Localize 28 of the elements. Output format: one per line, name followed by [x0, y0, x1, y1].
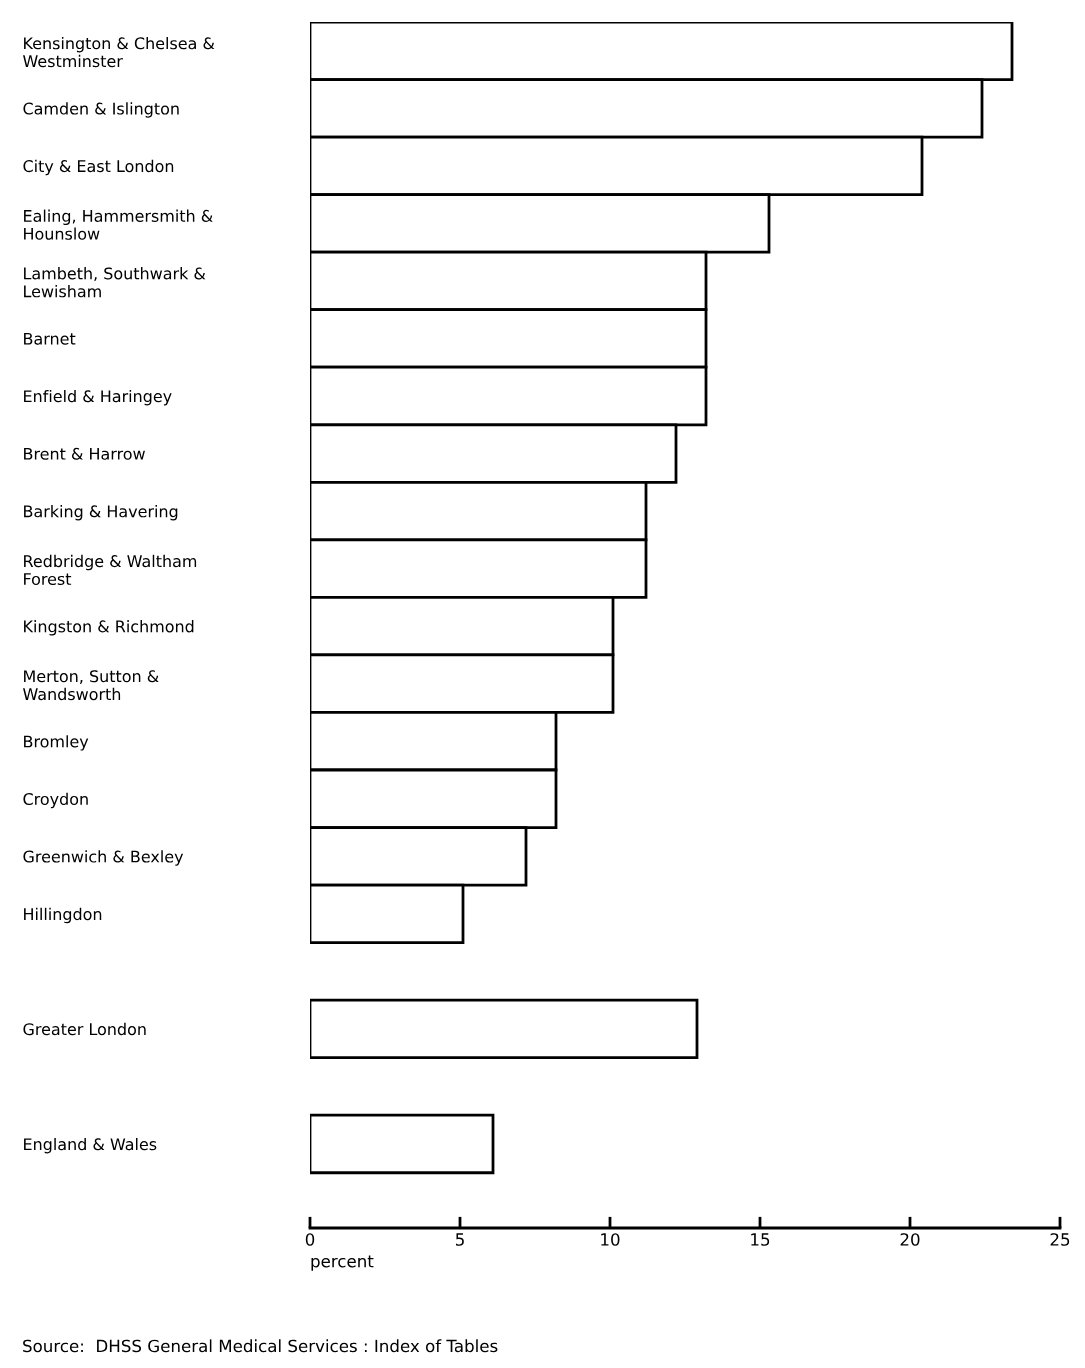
y-tick-label: Brent & Harrow [24, 447, 145, 460]
y-tick-label: Enfield & Haringey [24, 389, 172, 406]
x-tick-label: 5 [455, 1233, 464, 1246]
y-tick-label: Kingston & Richmond [24, 620, 194, 636]
bar [310, 998, 699, 1060]
y-tick-label: Greater London [23, 1022, 146, 1036]
y-tick-label: Kensington & Chelsea & Westminster [23, 36, 215, 68]
y-tick-label: Croydon [23, 792, 88, 809]
y-tick-label: Ealing, Hammersmith & Hounslow [24, 209, 213, 240]
y-tick-label: Redbridge & Waltham Forest [24, 554, 197, 586]
x-tick-label: 10 [601, 1233, 620, 1246]
y-tick-label: Lambeth, Southwark & Lewisham [24, 267, 206, 298]
x-tick-label: 0 [305, 1233, 315, 1246]
y-tick-label: Barnet [24, 332, 76, 345]
bar [310, 1113, 495, 1175]
y-tick-label: City & East London [23, 159, 174, 176]
x-tick-label: 20 [900, 1233, 920, 1246]
x-tick-label: 15 [751, 1233, 770, 1246]
source-note: Source: DHSS General Medical Services : Index of Tables [23, 1339, 498, 1353]
y-tick-label: Greenwich & Bexley [23, 850, 184, 866]
x-tick-label: 25 [1050, 1233, 1070, 1246]
y-tick-label: Bromley [24, 735, 89, 751]
x-axis-title: percent [311, 1255, 374, 1271]
y-tick-label: Merton, Sutton & Wandsworth [23, 670, 159, 701]
y-tick-label: Hillingdon [24, 907, 102, 924]
y-tick-label: Barking & Havering [24, 505, 178, 521]
y-tick-label: Camden & Islington [23, 102, 179, 118]
y-tick-label: England & Wales [24, 1137, 157, 1154]
